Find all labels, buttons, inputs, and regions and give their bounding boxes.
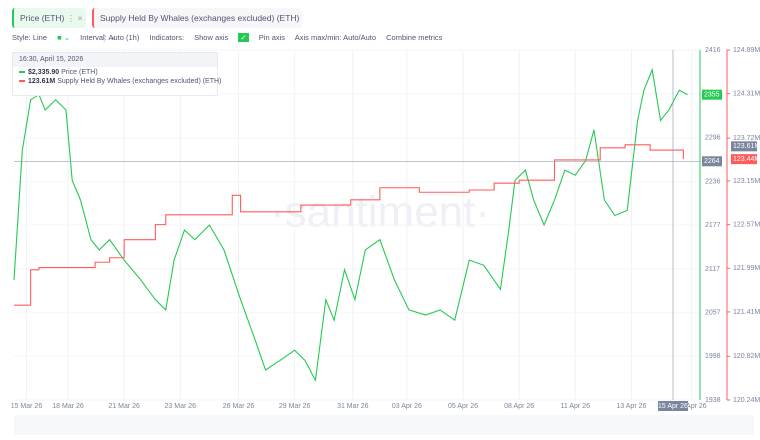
axis-badge: [731, 154, 757, 165]
axis-badge: [731, 141, 757, 152]
tooltip-value: $2,335.90: [28, 69, 60, 76]
x-tick-label: 05 Apr 26: [448, 403, 478, 410]
x-tick-label: 31 Mar 26: [337, 403, 369, 410]
show-axis-check[interactable]: ✓: [238, 33, 249, 42]
tooltip-row: $2,335.90 Price (ETH): [13, 67, 217, 76]
show-axis[interactable]: Show axis: [194, 33, 229, 42]
y2-tick-label: 124.89M: [733, 47, 760, 54]
tooltip-label: Price (ETH): [61, 69, 98, 76]
tooltip-value: 123.61M: [28, 78, 56, 85]
tab[interactable]: Price (ETH) ⋮ ×: [12, 8, 86, 28]
tooltip-label: Supply Held By Whales (exchanges exclude…: [57, 78, 222, 85]
tab[interactable]: Supply Held By Whales (exchanges exclude…: [92, 8, 302, 43]
y2-tick-label: 121.99M: [733, 265, 760, 272]
y2-tick-label: 121.41M: [733, 309, 760, 316]
navigator[interactable]: [14, 415, 754, 435]
axis-badge: [702, 89, 722, 100]
y-tick-label: 2057: [705, 310, 721, 317]
axis-badge-label: 2264: [704, 158, 720, 165]
y2-tick-label: 123.72M: [733, 135, 760, 142]
interval-select[interactable]: Interval: Auto (1h): [80, 33, 140, 42]
y2-tick-label: 120.24M: [733, 397, 760, 404]
y-tick-label: 1938: [705, 397, 721, 404]
tab-label: Price (ETH): [20, 13, 65, 23]
y2-tick-label: 124.31M: [733, 90, 760, 97]
tooltip-swatch: [19, 71, 25, 73]
y2-tick-label: 120.82M: [733, 353, 760, 360]
x-tick-label: 21 Mar 26: [108, 403, 140, 410]
y2-tick-label: 123.15M: [733, 178, 760, 185]
pin-axis[interactable]: Pin axis: [258, 33, 286, 42]
x-tick-label: 26 Mar 26: [223, 403, 255, 410]
y-tick-label: 2296: [705, 135, 721, 142]
toolbar: Style: Line ■ ⌄ Interval: Auto (1h) Indi…: [12, 33, 450, 42]
y-tick-label: 2236: [705, 179, 721, 186]
axis-badge: [702, 156, 722, 167]
x-tick-label: 03 Apr 26: [392, 403, 422, 410]
series-line: [13, 67, 688, 383]
axis-badge-label: 123.61M: [733, 143, 760, 150]
x-tick-label: 29 Mar 26: [279, 403, 311, 410]
axis-badge-label: 123.44M: [733, 156, 760, 163]
y-tick-label: 2177: [705, 222, 721, 229]
axis-badge-label: 2355: [704, 92, 720, 99]
crosshair-x-badge: [657, 401, 688, 411]
x-tick-label: 08 Apr 26: [504, 403, 534, 410]
tooltip-row: 123.61M Supply Held By Whales (exchanges…: [13, 76, 221, 85]
x-tick-label: 16 Apr 26: [677, 403, 707, 410]
x-tick-label: 15 Mar 26: [11, 403, 43, 410]
axis-range[interactable]: Axis max/min: Auto/Auto: [294, 33, 377, 42]
tooltip-time: 16:30, April 15, 2026: [13, 53, 217, 67]
indicators-select[interactable]: Indicators:: [149, 33, 185, 42]
x-tick-label: 11 Apr 26: [561, 403, 591, 410]
y-tick-label: 2416: [705, 47, 721, 54]
tab-label: Supply Held By Whales (exchanges exclude…: [100, 13, 300, 23]
x-tick-label: 23 Mar 26: [165, 403, 197, 410]
series-line: [14, 144, 684, 306]
watermark: ·santiment·: [270, 188, 490, 237]
tooltip: 16:30, April 15, 2026 $2,335.90 Price (E…: [12, 52, 221, 96]
x-tick-label: 13 Apr 26: [616, 403, 646, 410]
color-picker[interactable]: ■ ⌄: [57, 33, 71, 42]
y-tick-label: 2356: [705, 91, 721, 98]
y-tick-label: 2117: [705, 266, 720, 273]
style-select[interactable]: Style: Line: [12, 33, 48, 42]
tooltip-swatch: [19, 80, 25, 82]
y-tick-label: 1998: [705, 353, 721, 360]
combine-metrics[interactable]: Combine metrics: [386, 33, 443, 42]
x-tick-label: 18 Mar 26: [52, 403, 84, 410]
y2-tick-label: 122.57M: [733, 221, 760, 228]
crosshair-x-label: 15 Apr 26: [658, 403, 688, 410]
